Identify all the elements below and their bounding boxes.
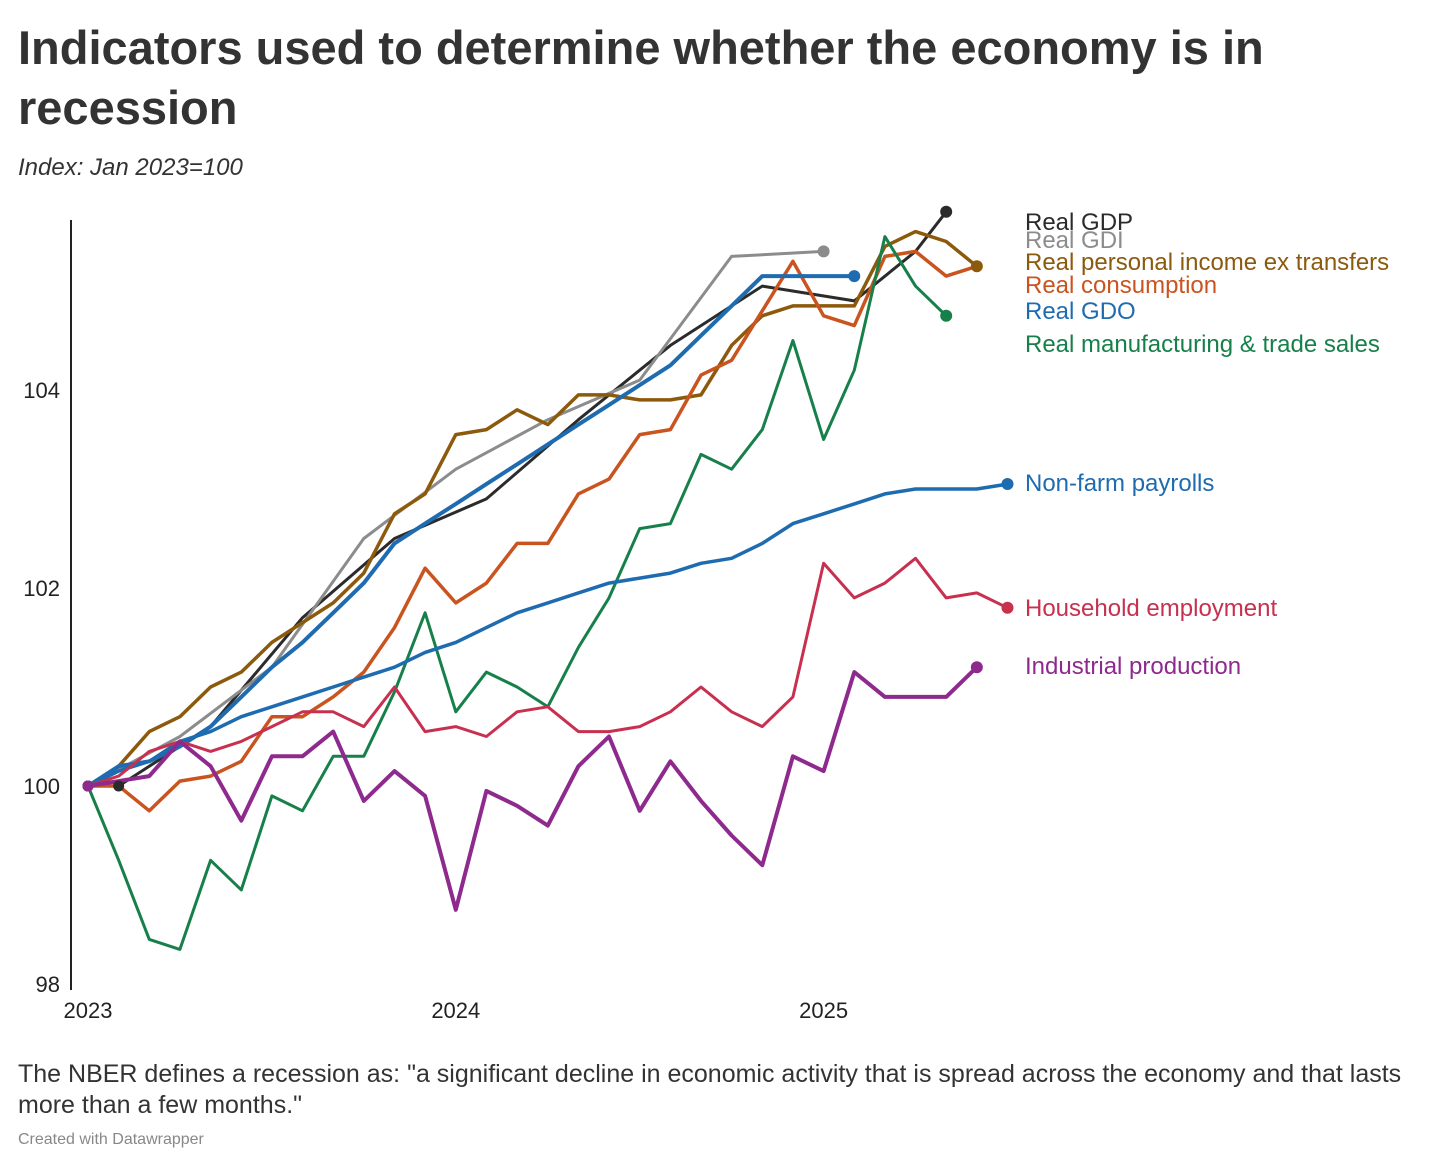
x-tick-label: 2025 — [799, 998, 848, 1023]
end-dot-non-farm-payrolls — [1001, 478, 1014, 491]
x-tick-label: 2023 — [64, 998, 113, 1023]
series-line-non-farm-payrolls — [86, 482, 1010, 788]
y-tick-label: 102 — [23, 576, 60, 601]
end-dot-real-manufacturing-trade-sales — [940, 309, 953, 322]
end-dot-industrial-production — [970, 661, 983, 674]
series-line-industrial-production — [86, 665, 979, 912]
end-dot-real-gdi — [817, 245, 830, 258]
footnote: The NBER defines a recession as: "a sign… — [18, 1060, 1402, 1119]
end-dot-household-employment — [1001, 601, 1014, 614]
y-tick-label: 98 — [36, 972, 60, 997]
series-label-real-personal-income-ex-transfers: Real personal income ex transfers — [1025, 249, 1389, 276]
series-label-real-gdi: Real GDI — [1025, 227, 1124, 254]
series-label-real-manufacturing-trade-sales: Real manufacturing & trade sales — [1025, 331, 1380, 358]
series-label-industrial-production: Industrial production — [1025, 653, 1241, 680]
end-dot-real-gdp — [940, 205, 953, 218]
chart-subtitle: Index: Jan 2023=100 — [18, 154, 243, 181]
x-tick-label: 2024 — [431, 998, 480, 1023]
chart-title: Indicators used to determine whether the… — [18, 21, 1264, 134]
series-label-real-consumption: Real consumption — [1025, 272, 1217, 299]
series-label-real-gdo: Real GDO — [1025, 298, 1136, 325]
series-end-dots — [82, 205, 1014, 792]
series-line-real-gdo — [86, 274, 857, 788]
series-line-real-consumption — [86, 249, 979, 813]
y-tick-label: 100 — [23, 774, 60, 799]
series-lines — [86, 210, 1010, 951]
series-label-household-employment: Household employment — [1025, 595, 1277, 622]
series-label-non-farm-payrolls: Non-farm payrolls — [1025, 470, 1214, 497]
start-dot-industrial-production — [82, 780, 94, 792]
series-line-real-gdi — [86, 249, 826, 788]
series-line-real-gdp — [117, 210, 948, 788]
credit-line: Created with Datawrapper — [18, 1131, 204, 1148]
end-dot-real-gdo — [848, 270, 861, 283]
start-dot-real-gdp — [113, 780, 125, 792]
series-line-real-manufacturing-trade-sales — [86, 235, 948, 951]
axes: 98 100 102 104 2023 2024 2025 — [23, 220, 848, 1023]
y-tick-label: 104 — [23, 378, 60, 403]
end-dot-real-personal-income-ex-transfers — [970, 260, 983, 273]
series-label-real-gdp: Real GDP — [1025, 209, 1133, 236]
series-line-real-personal-income-ex-transfers — [86, 229, 979, 788]
series-line-household-employment — [86, 556, 1009, 788]
